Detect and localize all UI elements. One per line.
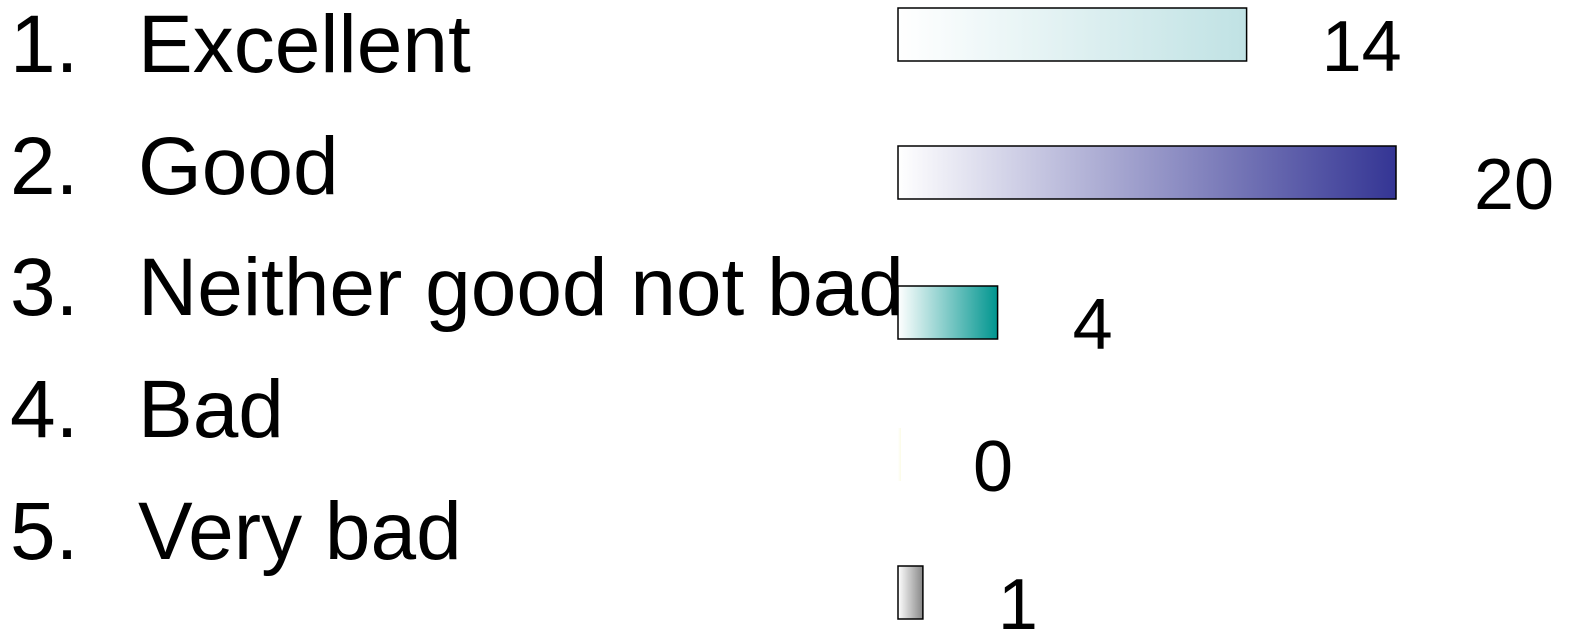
option-number: 5.: [10, 486, 79, 577]
option-label: Neither good not bad: [138, 242, 904, 333]
bar-value-label: 20: [1474, 145, 1554, 225]
bar-3: [897, 285, 999, 340]
bar-5: [897, 565, 924, 620]
bar-2: [897, 145, 1397, 200]
option-number: 2.: [10, 121, 79, 212]
bar-value-label: 0: [973, 427, 1013, 507]
option-label: Bad: [138, 364, 284, 455]
option-label: Very bad: [138, 486, 462, 577]
option-number: 4.: [10, 364, 79, 455]
bar-4: [898, 428, 901, 481]
option-number: 1.: [10, 0, 79, 90]
bar-value-label: 4: [1073, 285, 1113, 365]
bar-value-label: 1: [998, 565, 1038, 634]
bar-value-label: 14: [1322, 7, 1402, 87]
answer-options-list: 1. Excellent 2. Good 3. Neither good not…: [10, 0, 904, 577]
option-label: Good: [138, 121, 339, 212]
option-label: Excellent: [138, 0, 471, 90]
bar-1: [897, 7, 1248, 62]
option-number: 3.: [10, 242, 79, 333]
